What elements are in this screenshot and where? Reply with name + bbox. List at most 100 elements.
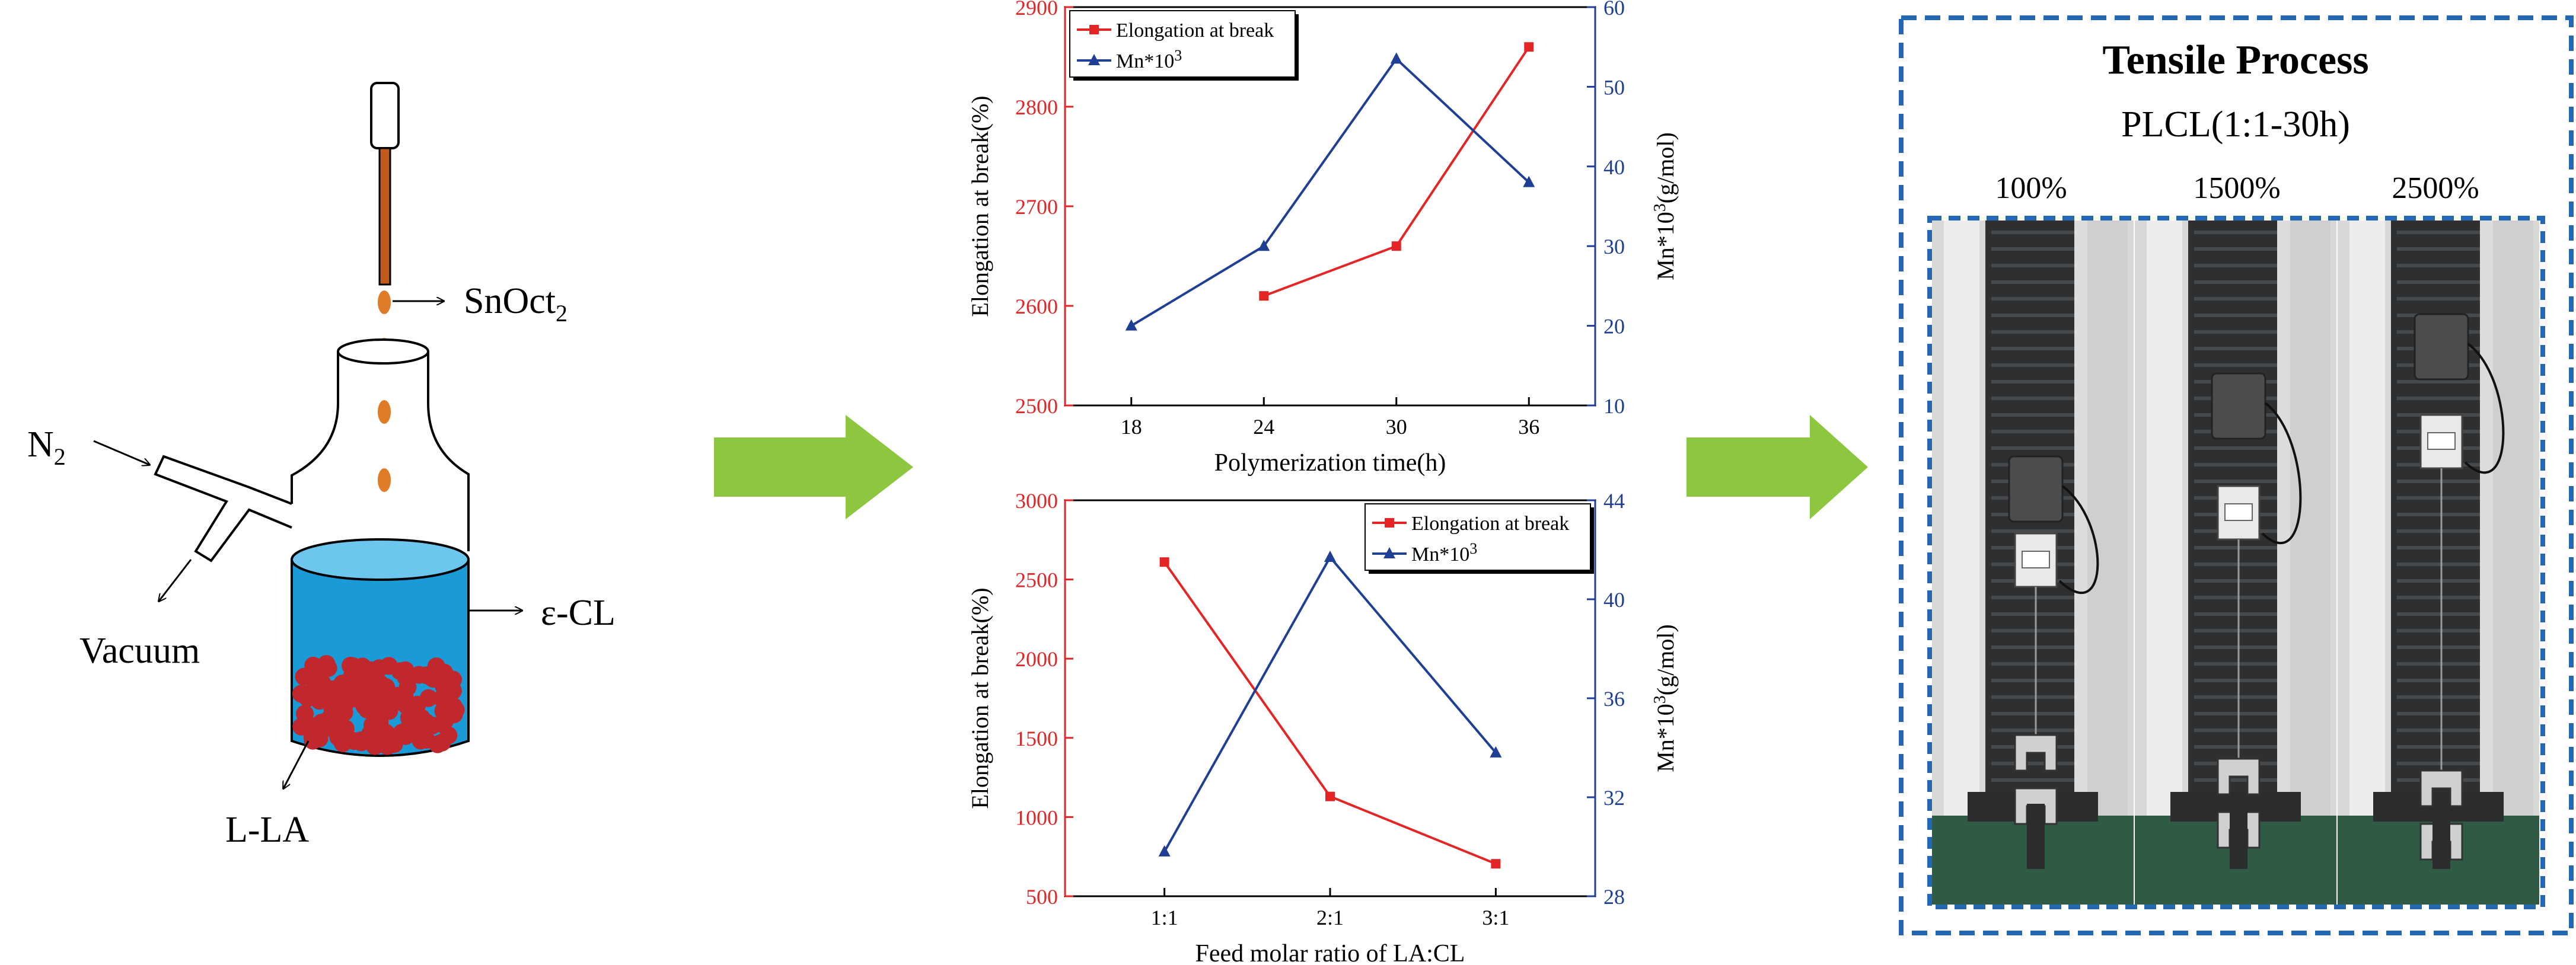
legend-label: Mn*103	[1411, 540, 1477, 565]
right-tick-label: 10	[1603, 394, 1625, 418]
data-point-square	[1391, 241, 1401, 251]
sensor-cable	[2464, 343, 2505, 474]
load-cell	[2211, 372, 2266, 440]
monomer-bead	[433, 733, 451, 752]
left-tick-label: 2500	[1015, 568, 1058, 592]
monomer-bead	[311, 687, 329, 705]
y2-axis-title: Mn*103(g/mol)	[1651, 132, 1679, 280]
right-tick-label: 44	[1603, 489, 1625, 513]
monomer-bead	[375, 698, 394, 717]
vacuum-label: Vacuum	[79, 631, 200, 671]
x-tick-label: 2:1	[1316, 906, 1344, 929]
clamp-tag	[2427, 432, 2456, 450]
monomer-bead	[310, 729, 329, 747]
left-tick-label: 2500	[1015, 394, 1058, 418]
x-tick-label: 18	[1121, 415, 1142, 439]
left-tick-label: 1500	[1015, 727, 1058, 750]
monomer-arrow	[283, 740, 310, 788]
left-tick-label: 2000	[1015, 647, 1058, 671]
left-tick-label: 2600	[1015, 295, 1058, 318]
right-tick-label: 40	[1603, 155, 1625, 179]
data-point-triangle	[1158, 845, 1171, 857]
x-tick-label: 24	[1253, 415, 1274, 439]
left-tick-label: 1000	[1015, 806, 1058, 829]
data-point-square	[1524, 42, 1534, 52]
legend-marker	[1089, 25, 1099, 34]
series-line-1	[1163, 555, 1497, 852]
monomer-bead	[427, 657, 445, 676]
monomer-bead	[312, 714, 330, 732]
syringe-barrel	[370, 82, 400, 149]
lower-rod	[2432, 804, 2450, 869]
legend-box	[1364, 503, 1591, 571]
data-point-triangle	[1125, 319, 1137, 331]
strain-label-1500: 1500%	[2193, 171, 2280, 205]
process-arrow-1	[714, 415, 913, 519]
y-axis-title: Elongation at break(%)	[967, 587, 993, 809]
load-cell	[2414, 313, 2469, 381]
right-tick-label: 30	[1603, 235, 1625, 258]
legend-marker	[1383, 547, 1395, 558]
tensile-photo-border	[1927, 216, 2545, 909]
data-point-triangle	[1390, 52, 1402, 64]
monomer-label: L-LA	[225, 810, 309, 850]
monomer-bead	[362, 662, 380, 680]
flask-neck-opening	[337, 338, 429, 365]
reactor-schematic: SnOct2 N2 Vacuum ε-CL L-LA	[27, 82, 616, 850]
monomer-bead	[412, 731, 430, 750]
column-rail	[2480, 221, 2493, 845]
column-rail	[2074, 221, 2087, 845]
column-rail	[2277, 221, 2290, 845]
strain-label-100: 100%	[1995, 171, 2067, 205]
y-axis-title: Elongation at break(%)	[967, 95, 993, 317]
x-axis-title: Feed molar ratio of LA:CL	[1195, 940, 1465, 965]
data-point-square	[1491, 859, 1501, 869]
data-point-square	[1159, 557, 1169, 567]
legend-marker	[1088, 54, 1100, 65]
left-tick-label: 2800	[1015, 95, 1058, 119]
monomer-bead	[342, 668, 361, 686]
right-tick-label: 32	[1603, 786, 1625, 810]
clamp-tag	[2022, 551, 2050, 568]
chart-polymerization-time: 2500 2600 2700 2800 2900 10 20 30 40 50 60 18 24 30 36…	[967, 0, 1679, 477]
legend-box	[1069, 10, 1296, 78]
monomer-bead	[385, 735, 403, 753]
monomer-bead	[399, 669, 417, 687]
series-line-0	[1163, 561, 1497, 865]
x-tick-label: 30	[1386, 415, 1407, 439]
monomer-bead	[445, 705, 463, 724]
tensile-subtitle: PLCL(1:1-30h)	[2121, 104, 2350, 145]
process-arrow-2	[1686, 415, 1868, 519]
lower-grip	[2419, 769, 2463, 807]
left-tick-label: 3000	[1015, 489, 1058, 513]
data-point-triangle	[1324, 551, 1336, 563]
lower-rod	[2230, 804, 2247, 869]
photo-wall	[2492, 221, 2533, 905]
right-tick-label: 60	[1603, 0, 1625, 20]
gas-arrow	[93, 440, 149, 465]
monomer-bead	[305, 666, 323, 685]
monomer-bead	[423, 717, 441, 734]
solvent-label: ε-CL	[541, 593, 616, 633]
monomer-bead	[419, 689, 438, 707]
catalyst-label: SnOct2	[464, 281, 568, 327]
series-line-0	[1263, 46, 1530, 298]
lower-rod	[2027, 804, 2045, 869]
legend-label: Elongation at break	[1411, 513, 1569, 535]
flask-outline	[291, 352, 470, 551]
photo-wall	[1944, 221, 1979, 905]
tensile-outer-border	[1899, 15, 2574, 935]
syringe-needle	[378, 147, 391, 286]
x-axis-title: Polymerization time(h)	[1214, 449, 1446, 477]
data-point-triangle	[1490, 746, 1502, 758]
vacuum-arrow	[159, 559, 192, 601]
y2-axis-title: Mn*103(g/mol)	[1651, 624, 1679, 772]
x-tick-label: 1:1	[1151, 906, 1178, 929]
left-tick-label: 2700	[1015, 195, 1058, 219]
gas-label: N2	[27, 424, 66, 470]
photo-wall	[2086, 221, 2128, 905]
photo-wall	[2349, 221, 2385, 905]
monomer-bead	[297, 687, 315, 705]
data-point-square	[1259, 291, 1269, 301]
flask-side-arm	[154, 455, 292, 563]
